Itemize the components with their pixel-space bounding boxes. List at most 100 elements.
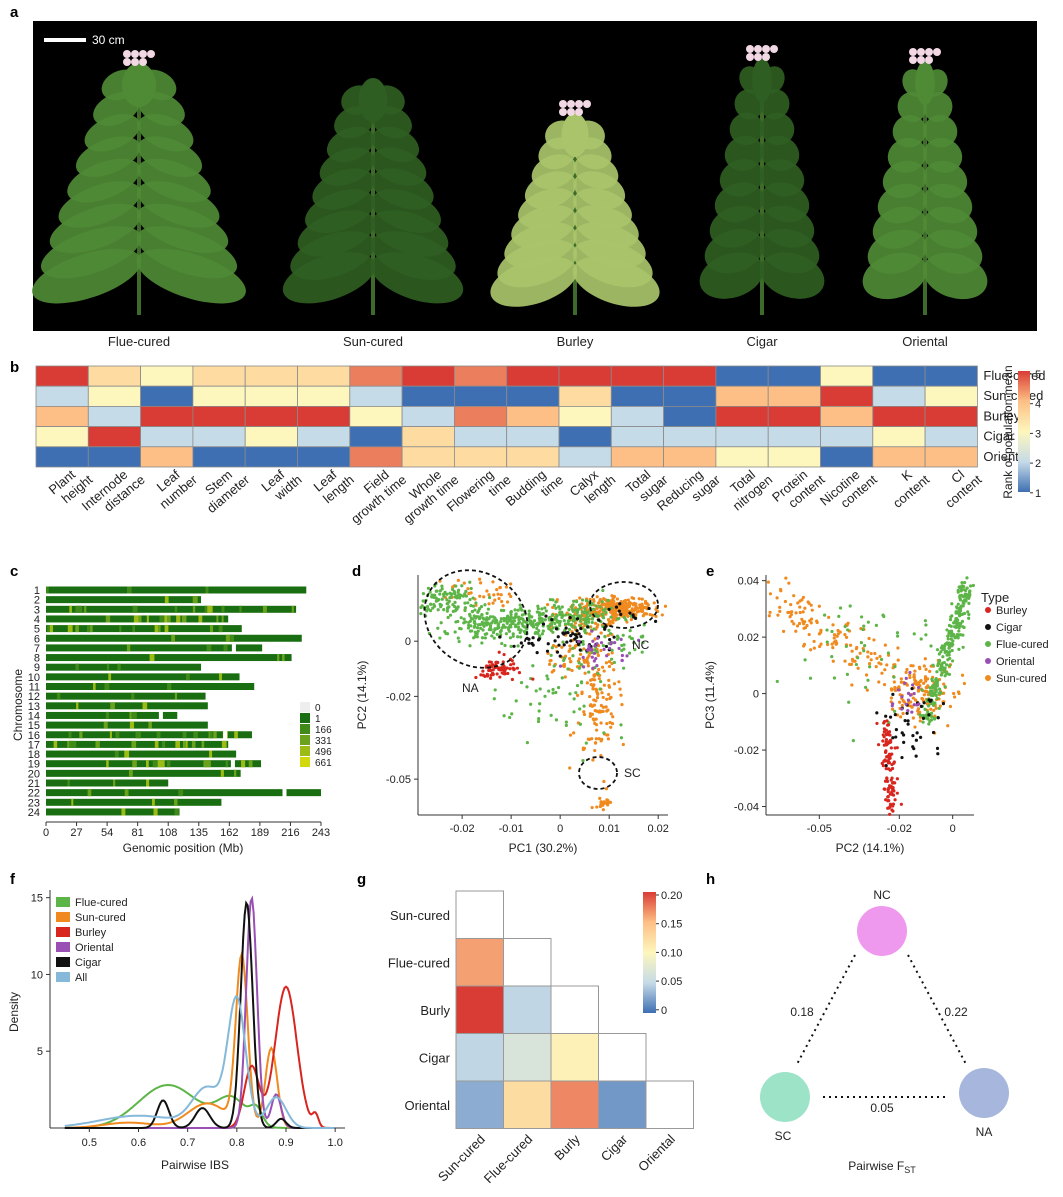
pca-d-point [617,646,621,651]
chromosome-variant-density [75,605,80,613]
pca-e-point [935,696,939,701]
pca-d-point [625,654,629,658]
pca-d-point [480,636,485,640]
pca-e-point [812,646,816,650]
pca-d-point [627,602,632,606]
pca-d-point [426,607,430,611]
pca-d-point [546,603,550,607]
pca-d-point [568,644,572,648]
pca-d-point [550,618,554,622]
pca-d-point [477,609,481,613]
pca-d-point [583,607,587,611]
pca-d-point [483,603,487,607]
flower [746,45,754,53]
pca-d-point [568,766,572,770]
heatmap-b-cell [767,446,821,468]
chromosome-variant-density [162,760,165,768]
chromosome-bar [46,596,202,604]
pca-d-point [573,621,578,625]
pca-d-point [436,626,440,630]
pca-e-point [815,619,819,623]
fst-column-label: Flue-cured [481,1132,536,1187]
pca-d-point [560,676,564,680]
pca-e-point [931,703,936,707]
panel-f-xlabel: Pairwise IBS [161,1158,229,1172]
heatmap-b-cell [558,365,612,387]
pca-e-point [830,629,834,634]
heatmap-b-cell [767,365,821,387]
heatmap-b-cell [192,385,246,407]
pca-e-point [967,616,971,620]
pca-e-point [792,622,796,626]
x-tick-label: 0 [43,827,49,839]
fst-cell [598,1033,647,1082]
pca-d-point [464,594,469,598]
pca-d-point [580,598,585,602]
pca-e-point [943,666,947,670]
pca-e-point [964,599,968,603]
pca-d-point [571,632,575,636]
pca-d-point [485,672,489,676]
pca-d-point [598,605,602,609]
pca-d-point [636,606,640,610]
pca-e-point [922,701,926,705]
pca-d-point [568,692,572,696]
leaf [923,252,988,300]
pca-d-point [560,613,564,617]
heatmap-b-cell [872,426,926,448]
pca-d-point [633,616,638,620]
heatmap-b-cell [453,446,508,468]
pca-d-point [576,642,581,646]
pca-d-point [643,599,648,604]
pca-e-point [935,648,940,652]
pca-e-point [947,623,952,628]
pca-e-point [931,663,935,667]
chromosome-variant-density [75,663,79,671]
chromosome-label: 3 [34,604,40,616]
heatmap-b-cell [506,385,560,407]
pca-e-point [958,624,962,628]
heatmap-b-cell [87,365,142,387]
pca-d-point [531,664,535,668]
pca-d-point [613,640,617,645]
pca-e-point [810,608,814,612]
heatmap-b-column-label: Floweringtime [444,460,514,526]
fst-column-label: Burly [551,1131,583,1163]
pca-d-point [532,619,537,623]
pca-d-point [550,646,554,650]
chromosome-variant-density [291,605,294,613]
colorbar-tick-label: 1 [1035,488,1041,500]
pca-d-point [509,644,513,649]
heatmap-b-row-label: Flue-cured [983,368,1045,383]
chromosome-variant-density [71,798,74,806]
pca-e-point [918,719,922,723]
pca-d-point [502,665,506,669]
pca-d-point [491,630,496,635]
flower [909,56,917,64]
heatmap-b-cell [610,385,664,407]
panel-h-fst-triangle: NC SC NA 0.18 0.22 0.05 Pairwise FST [760,888,1009,1175]
pca-e-point [832,633,837,637]
colorbar-tick-label: 0.15 [661,919,682,931]
pca-d-point [508,636,513,640]
pca-e-point [891,788,895,792]
flower [575,108,583,116]
pca-d-point [496,666,501,670]
pca-e-point [896,634,900,638]
pca-d-point [527,641,531,645]
pca-e-point [906,709,910,713]
pca-e-point [916,688,921,692]
pca-d-point [555,650,560,654]
pca-d-point [637,609,641,613]
chromosome-variant-density [68,731,72,739]
pca-e-point [961,645,965,649]
heatmap-b-cell [872,446,926,468]
pca-d-point [590,712,595,716]
chromosome-variant-density [84,605,87,613]
pca-e-point [844,635,849,639]
heatmap-b-cell [453,426,508,448]
pca-d-point [493,688,497,692]
pca-e-point [943,650,947,655]
pca-d-point [549,653,553,657]
pca-d-point [472,621,476,625]
